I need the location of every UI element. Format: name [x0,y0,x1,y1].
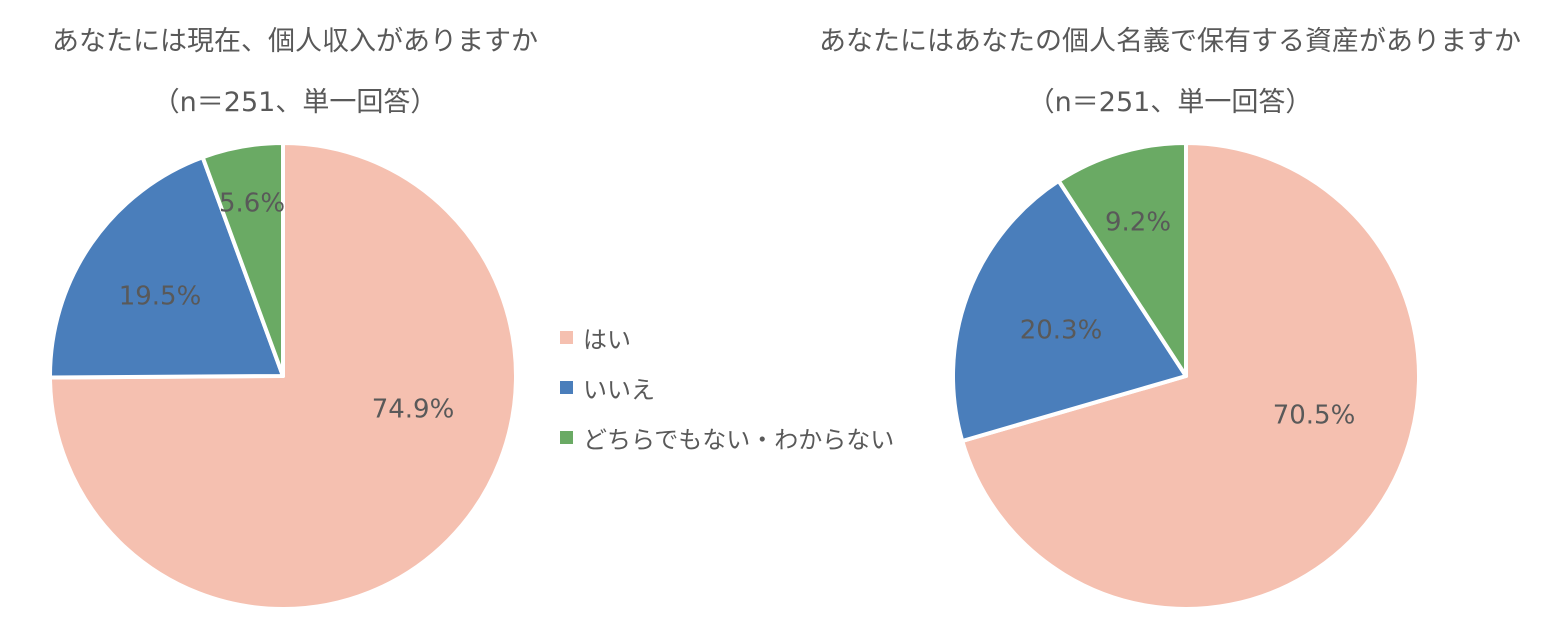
slice-no [951,178,1188,444]
slice-yes [960,141,1421,611]
slice-unsure [200,141,285,378]
legend-item-unsure: どちらでもない・わからない [560,412,894,462]
slice-no-label: 20.3% [1020,316,1103,346]
slice-unsure [1056,141,1188,378]
chart-legend: はい いいえ どちらでもない・わからない [560,312,894,462]
legend-label-yes: はい [583,325,631,354]
legend-label-unsure: どちらでもない・わからない [583,425,895,454]
legend-swatch-yes [560,330,573,344]
chart-title-left-sub: （n＝251、単一回答） [152,87,438,118]
legend-item-no: いいえ [560,362,894,412]
chart-title-right: あなたにはあなたの個人名義で保有する資産がありますか （n＝251、単一回答） [790,25,1550,120]
chart-title-left-main: あなたには現在、個人収入がありますか [52,26,538,57]
chart-title-left: あなたには現在、個人収入がありますか （n＝251、単一回答） [0,25,590,120]
chart-title-right-main: あなたにはあなたの個人名義で保有する資産がありますか [819,26,1521,57]
legend-label-no: いいえ [583,375,655,404]
slice-yes-label: 70.5% [1273,401,1356,431]
pie-chart-assets: 70.5% 20.3% 9.2% [951,141,1421,611]
slice-unsure-label: 9.2% [1105,208,1171,238]
legend-swatch-unsure [560,430,573,444]
slice-no [48,155,285,380]
slice-unsure-label: 5.6% [219,189,285,219]
slice-no-label: 19.5% [119,282,202,312]
chart-title-right-sub: （n＝251、単一回答） [1027,87,1313,118]
pie-chart-income: 74.9% 19.5% 5.6% [48,141,518,611]
legend-item-yes: はい [560,312,894,362]
slice-yes-label: 74.9% [372,395,455,425]
legend-swatch-no [560,380,573,394]
